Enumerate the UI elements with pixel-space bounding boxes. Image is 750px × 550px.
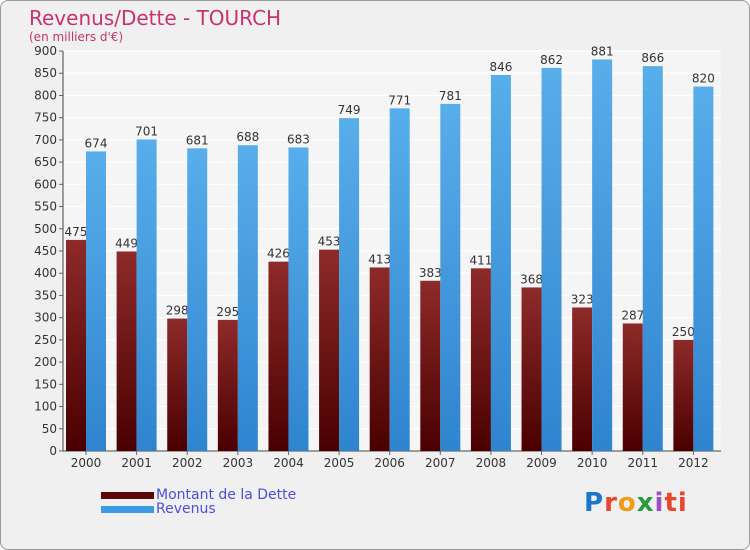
bar-revenue xyxy=(693,86,714,452)
data-label-debt: 453 xyxy=(318,235,341,249)
data-label-debt: 475 xyxy=(65,225,88,239)
y-tick-label: 500 xyxy=(34,222,57,236)
bar-debt xyxy=(622,323,643,451)
data-label-revenue: 781 xyxy=(439,89,462,103)
y-tick-label: 800 xyxy=(34,88,57,102)
data-label-debt: 411 xyxy=(469,253,492,267)
data-label-revenue: 862 xyxy=(540,53,563,67)
x-tick-label: 2006 xyxy=(374,456,405,470)
data-label-revenue: 881 xyxy=(591,44,614,58)
chart-title: Revenus/Dette - TOURCH xyxy=(29,6,282,30)
bar-revenue xyxy=(642,66,663,451)
data-label-debt: 287 xyxy=(621,308,644,322)
x-tick-label: 2008 xyxy=(476,456,507,470)
bar-revenue xyxy=(541,67,562,451)
y-tick-label: 700 xyxy=(34,133,57,147)
bar-debt xyxy=(66,239,86,451)
y-tick-label: 300 xyxy=(34,311,57,325)
bar-debt xyxy=(319,249,340,451)
bar-revenue xyxy=(86,151,106,451)
bar-revenue xyxy=(339,118,360,451)
chart-subtitle: (en milliers d'€) xyxy=(29,30,124,44)
legend-label-debt: Montant de la Dette xyxy=(156,487,297,503)
bar-revenue xyxy=(592,59,613,451)
y-tick-label: 850 xyxy=(34,66,57,80)
data-label-debt: 426 xyxy=(267,247,290,261)
data-label-revenue: 749 xyxy=(338,103,361,117)
legend-label-revenue: Revenus xyxy=(156,501,216,517)
bar-debt xyxy=(268,261,289,451)
data-label-revenue: 771 xyxy=(388,93,411,107)
bar-revenue xyxy=(389,108,410,451)
y-tick-label: 350 xyxy=(34,288,57,302)
x-tick-label: 2005 xyxy=(324,456,355,470)
y-tick-label: 200 xyxy=(34,355,57,369)
y-tick-label: 100 xyxy=(34,400,57,414)
data-label-debt: 295 xyxy=(216,305,239,319)
x-tick-label: 2009 xyxy=(526,456,557,470)
bar-revenue xyxy=(288,147,309,451)
data-label-debt: 449 xyxy=(115,236,138,250)
data-label-debt: 298 xyxy=(166,304,189,318)
data-label-debt: 413 xyxy=(368,252,391,266)
bar-debt xyxy=(470,268,491,451)
y-tick-label: 650 xyxy=(34,155,57,169)
bar-debt xyxy=(673,339,694,451)
data-label-revenue: 846 xyxy=(489,60,512,74)
y-tick-label: 50 xyxy=(42,422,57,436)
y-tick-label: 750 xyxy=(34,111,57,125)
y-tick-label: 0 xyxy=(49,444,57,458)
x-tick-label: 2003 xyxy=(223,456,254,470)
bar-debt xyxy=(217,319,238,451)
bar-revenue xyxy=(237,145,258,451)
data-label-debt: 323 xyxy=(571,292,594,306)
data-label-debt: 250 xyxy=(672,325,695,339)
data-label-debt: 383 xyxy=(419,266,442,280)
data-label-revenue: 688 xyxy=(236,130,259,144)
legend-swatch-revenue xyxy=(101,506,154,513)
bar-debt xyxy=(572,307,593,451)
bar-revenue xyxy=(440,103,461,451)
data-label-debt: 368 xyxy=(520,272,543,286)
data-label-revenue: 866 xyxy=(641,51,664,65)
bar-debt xyxy=(420,280,441,451)
x-tick-label: 2010 xyxy=(577,456,608,470)
y-tick-label: 900 xyxy=(34,44,57,58)
bar-revenue xyxy=(490,75,511,451)
bar-debt xyxy=(116,251,137,451)
x-tick-label: 2004 xyxy=(273,456,304,470)
y-tick-label: 550 xyxy=(34,200,57,214)
x-tick-label: 2001 xyxy=(121,456,152,470)
x-tick-label: 2002 xyxy=(172,456,203,470)
x-tick-label: 2012 xyxy=(678,456,709,470)
data-label-revenue: 683 xyxy=(287,132,310,146)
data-label-revenue: 820 xyxy=(692,72,715,86)
x-tick-label: 2007 xyxy=(425,456,456,470)
y-tick-label: 150 xyxy=(34,377,57,391)
data-label-revenue: 681 xyxy=(186,133,209,147)
legend-swatch-debt xyxy=(101,492,154,499)
bar-debt xyxy=(369,267,390,451)
x-tick-label: 2000 xyxy=(71,456,102,470)
x-tick-label: 2011 xyxy=(627,456,658,470)
bar-revenue xyxy=(136,139,157,451)
bar-debt xyxy=(167,318,188,451)
y-tick-label: 250 xyxy=(34,333,57,347)
data-label-revenue: 701 xyxy=(135,124,158,138)
bar-revenue xyxy=(187,148,208,452)
bar-debt xyxy=(521,287,542,451)
proxiti-logo: Proxiti xyxy=(584,488,688,518)
y-tick-label: 400 xyxy=(34,266,57,280)
data-label-revenue: 674 xyxy=(85,136,108,150)
y-tick-label: 450 xyxy=(34,244,57,258)
y-tick-label: 600 xyxy=(34,177,57,191)
